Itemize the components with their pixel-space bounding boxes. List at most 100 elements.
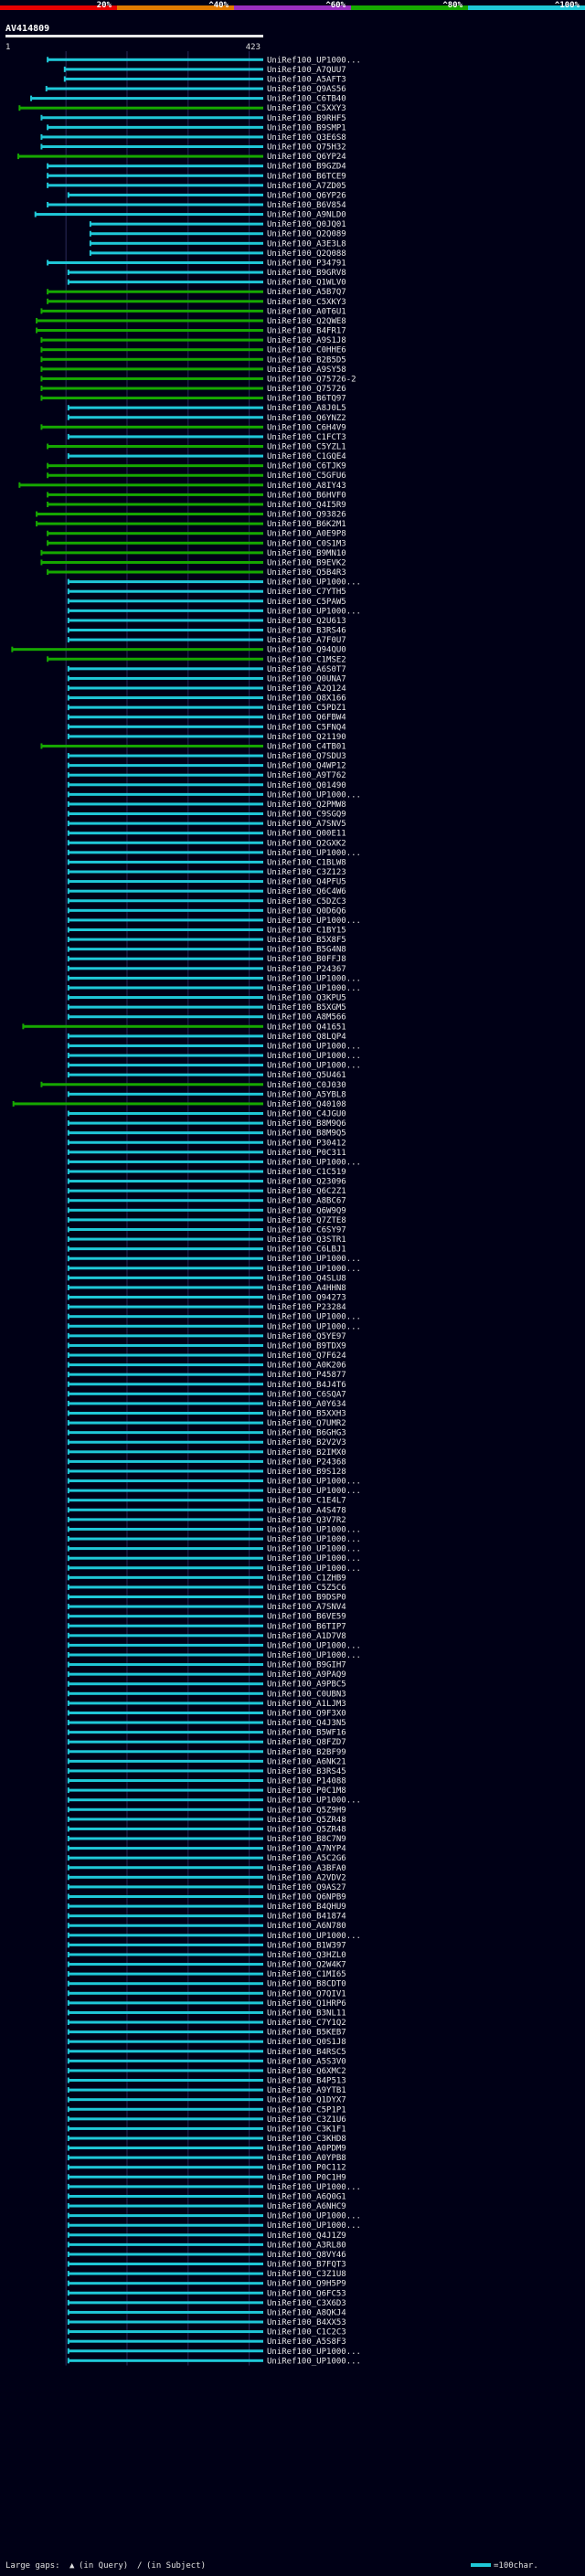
hit-bar[interactable] xyxy=(68,2079,264,2083)
hit-bar[interactable] xyxy=(68,880,264,884)
hit-bar[interactable] xyxy=(68,454,264,458)
hit-label[interactable]: UniRef100_C5GFU6 xyxy=(267,472,346,481)
hit-bar[interactable] xyxy=(68,2040,264,2043)
hit-label[interactable]: UniRef100_Q7SDU3 xyxy=(267,752,346,761)
hit-label[interactable]: UniRef100_UP1000... xyxy=(267,1487,361,1496)
hit-label[interactable]: UniRef100_UP1000... xyxy=(267,1158,361,1167)
hit-bar[interactable] xyxy=(41,145,263,149)
hit-bar[interactable] xyxy=(68,2263,264,2266)
hit-label[interactable]: UniRef100_C5FNQ4 xyxy=(267,723,346,732)
hit-label[interactable]: UniRef100_C1BLW8 xyxy=(267,858,346,867)
hit-label[interactable]: UniRef100_A6Q0G1 xyxy=(267,2192,346,2201)
hit-bar[interactable] xyxy=(68,822,264,825)
hit-label[interactable]: UniRef100_Q2GXK2 xyxy=(267,839,346,848)
hit-bar[interactable] xyxy=(68,1411,264,1415)
hit-bar[interactable] xyxy=(90,232,263,236)
hit-label[interactable]: UniRef100_UP1000... xyxy=(267,1797,361,1806)
hit-label[interactable]: UniRef100_Q6C2Z1 xyxy=(267,1187,346,1196)
hit-bar[interactable] xyxy=(68,1305,264,1309)
hit-bar[interactable] xyxy=(68,1672,264,1676)
hit-bar[interactable] xyxy=(48,58,263,61)
hit-bar[interactable] xyxy=(68,1044,264,1047)
hit-label[interactable]: UniRef100_P24368 xyxy=(267,1458,346,1467)
hit-label[interactable]: UniRef100_UP1000... xyxy=(267,1535,361,1544)
hit-label[interactable]: UniRef100_C4JGU0 xyxy=(267,1110,346,1119)
hit-bar[interactable] xyxy=(37,329,264,333)
hit-bar[interactable] xyxy=(68,1073,264,1076)
hit-bar[interactable] xyxy=(68,1160,264,1163)
hit-label[interactable]: UniRef100_Q6W9Q9 xyxy=(267,1206,346,1215)
hit-label[interactable]: UniRef100_P0C1M8 xyxy=(267,1786,346,1796)
hit-bar[interactable] xyxy=(68,1237,264,1241)
hit-label[interactable]: UniRef100_A3RL80 xyxy=(267,2241,346,2250)
hit-label[interactable]: UniRef100_Q4SLU8 xyxy=(267,1274,346,1283)
hit-label[interactable]: UniRef100_B4FR17 xyxy=(267,327,346,336)
hit-bar[interactable] xyxy=(68,281,264,284)
hit-label[interactable]: UniRef100_A4HHN8 xyxy=(267,1284,346,1293)
hit-label[interactable]: UniRef100_A0T6U1 xyxy=(267,307,346,316)
hit-bar[interactable] xyxy=(48,184,263,187)
hit-bar[interactable] xyxy=(68,1131,264,1135)
hit-bar[interactable] xyxy=(68,2282,264,2285)
hit-label[interactable]: UniRef100_B4QHU9 xyxy=(267,1903,346,1912)
hit-label[interactable]: UniRef100_A7SNV4 xyxy=(267,1603,346,1612)
hit-bar[interactable] xyxy=(68,1691,264,1695)
hit-label[interactable]: UniRef100_A4S478 xyxy=(267,1506,346,1515)
hit-label[interactable]: UniRef100_A9YTB1 xyxy=(267,2086,346,2095)
hit-bar[interactable] xyxy=(48,541,263,545)
hit-bar[interactable] xyxy=(68,2156,264,2159)
hit-label[interactable]: UniRef100_Q8LQP4 xyxy=(267,1033,346,1042)
hit-label[interactable]: UniRef100_UP1000... xyxy=(267,1651,361,1660)
hit-bar[interactable] xyxy=(68,2030,264,2034)
hit-bar[interactable] xyxy=(64,68,263,71)
hit-label[interactable]: UniRef100_Q6FC53 xyxy=(267,2289,346,2298)
hit-label[interactable]: UniRef100_Q6NPB9 xyxy=(267,1892,346,1902)
hit-bar[interactable] xyxy=(68,1296,264,1299)
hit-label[interactable]: UniRef100_A1LJM3 xyxy=(267,1700,346,1709)
hit-bar[interactable] xyxy=(68,1701,264,1705)
hit-label[interactable]: UniRef100_A9NLD0 xyxy=(267,211,346,220)
hit-label[interactable]: UniRef100_Q3E6S8 xyxy=(267,133,346,143)
hit-bar[interactable] xyxy=(68,1421,264,1425)
hit-label[interactable]: UniRef100_Q0D6Q6 xyxy=(267,906,346,916)
hit-label[interactable]: UniRef100_UP1000... xyxy=(267,1322,361,1331)
hit-bar[interactable] xyxy=(68,2253,264,2256)
hit-bar[interactable] xyxy=(68,1402,264,1405)
hit-bar[interactable] xyxy=(68,2291,264,2295)
hit-bar[interactable] xyxy=(68,1479,264,1483)
hit-label[interactable]: UniRef100_C1C519 xyxy=(267,1168,346,1177)
hit-bar[interactable] xyxy=(48,174,263,177)
hit-bar[interactable] xyxy=(68,2301,264,2305)
hit-label[interactable]: UniRef100_A8IY43 xyxy=(267,482,346,491)
hit-bar[interactable] xyxy=(68,1218,264,1222)
hit-bar[interactable] xyxy=(68,2166,264,2169)
hit-bar[interactable] xyxy=(68,1575,264,1579)
hit-bar[interactable] xyxy=(68,1527,264,1531)
hit-bar[interactable] xyxy=(68,1982,264,1986)
hit-label[interactable]: UniRef100_UP1000... xyxy=(267,917,361,926)
hit-bar[interactable] xyxy=(68,2349,264,2353)
hit-label[interactable]: UniRef100_B9S128 xyxy=(267,1468,346,1477)
hit-bar[interactable] xyxy=(68,1779,264,1783)
hit-label[interactable]: UniRef100_B8CDT0 xyxy=(267,1980,346,1989)
hit-bar[interactable] xyxy=(90,241,263,245)
hit-bar[interactable] xyxy=(68,1624,264,1627)
hit-label[interactable]: UniRef100_B2BF99 xyxy=(267,1748,346,1757)
hit-bar[interactable] xyxy=(68,2175,264,2178)
hit-bar[interactable] xyxy=(68,1005,264,1009)
hit-bar[interactable] xyxy=(68,957,264,960)
hit-bar[interactable] xyxy=(18,154,264,158)
hit-bar[interactable] xyxy=(68,1363,264,1367)
hit-bar[interactable] xyxy=(35,213,263,217)
hit-label[interactable]: UniRef100_UP1000... xyxy=(267,56,361,65)
hit-label[interactable]: UniRef100_A5S3V0 xyxy=(267,2057,346,2066)
hit-label[interactable]: UniRef100_A9PAQ9 xyxy=(267,1670,346,1680)
hit-label[interactable]: UniRef100_B0FFJ8 xyxy=(267,955,346,964)
hit-label[interactable]: UniRef100_B6VE59 xyxy=(267,1613,346,1622)
hit-label[interactable]: UniRef100_Q9AS56 xyxy=(267,85,346,94)
hit-label[interactable]: UniRef100_C3Z1U6 xyxy=(267,2115,346,2125)
hit-bar[interactable] xyxy=(19,106,264,110)
hit-bar[interactable] xyxy=(41,425,263,429)
hit-bar[interactable] xyxy=(68,889,264,893)
hit-label[interactable]: UniRef100_Q6XMC2 xyxy=(267,2067,346,2076)
